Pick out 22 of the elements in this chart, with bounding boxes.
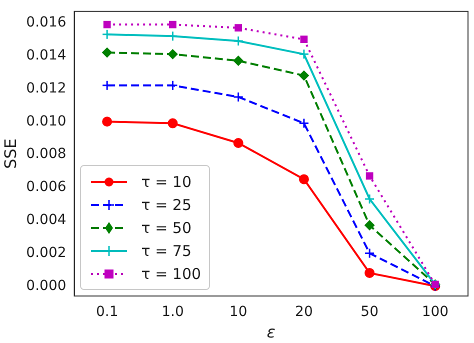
x-tick-label: 100 [422, 304, 449, 320]
x-axis-title: ε [266, 322, 276, 342]
y-tick-label: 0.010 [26, 113, 66, 130]
y-tick-label: 0.008 [26, 146, 66, 162]
y-tick-label: 0.012 [26, 80, 66, 96]
y-tick-label: 0.014 [26, 47, 66, 64]
x-tick-label: 1.0 [162, 304, 184, 320]
y-tick-label: 0.004 [26, 212, 66, 228]
legend-label: τ = 100 [141, 264, 202, 282]
y-tick-label: 0.000 [26, 278, 66, 294]
x-tick-label: 20 [295, 304, 313, 320]
y-axis-title: SSE [0, 138, 20, 169]
y-tick-label: 0.002 [26, 244, 66, 261]
y-tick-label: 0.006 [26, 179, 66, 196]
legend-label: τ = 10 [141, 172, 192, 190]
legend-label: τ = 75 [141, 242, 192, 260]
y-tick-label: 0.016 [26, 14, 66, 31]
legend-label: τ = 25 [141, 196, 192, 214]
legend-label: τ = 50 [141, 218, 192, 236]
x-tick-label: 0.1 [96, 304, 118, 320]
x-tick-label: 10 [229, 304, 248, 320]
x-tick-label: 50 [360, 304, 378, 320]
